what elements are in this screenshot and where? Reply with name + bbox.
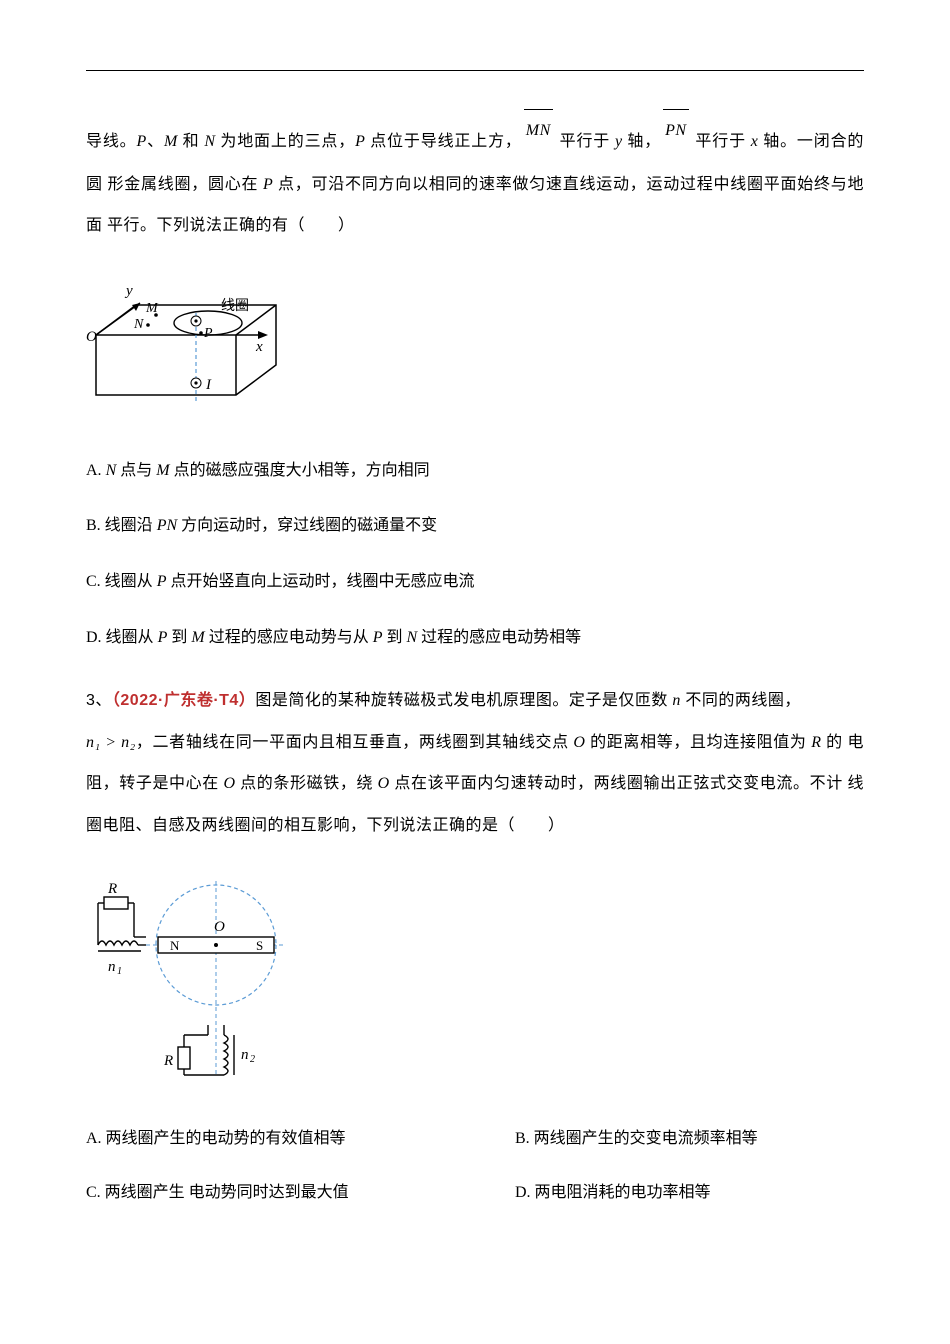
svg-text:P: P xyxy=(203,326,213,341)
svg-text:R: R xyxy=(163,1053,173,1069)
option-a: A. N 点与 M 点的磁感应强度大小相等，方向相同 xyxy=(86,458,864,484)
text: M xyxy=(156,462,169,479)
text: O xyxy=(224,775,236,792)
text: 形金属线圈，圆心在 xyxy=(108,176,263,193)
q2-options: A. N 点与 M 点的磁感应强度大小相等，方向相同 B. 线圈沿 PN 方向运… xyxy=(86,458,864,650)
svg-text:N: N xyxy=(133,317,144,332)
svg-text:y: y xyxy=(124,283,133,299)
text: P xyxy=(263,176,273,193)
svg-text:2: 2 xyxy=(250,1054,255,1065)
text: R xyxy=(811,734,821,751)
text: P xyxy=(157,573,167,590)
q3-options: A. 两线圈产生的电动势的有效值相等 B. 两线圈产生的交变电流频率相等 C. … xyxy=(86,1124,864,1202)
text: n xyxy=(672,692,681,709)
text: B. 线圈沿 xyxy=(86,517,157,534)
text: M xyxy=(191,629,204,646)
text: 过程的感应电动势相等 xyxy=(417,629,581,646)
q2-stem: 导线。P、M 和 N 为地面上的三点，P 点位于导线正上方，MN 平行于 y 轴… xyxy=(86,121,864,247)
text: 到 xyxy=(382,629,406,646)
option-c: C. 两线圈产生 电动势同时达到最大值 xyxy=(86,1178,435,1202)
text: 点的磁感应强度大小相等，方向相同 xyxy=(170,462,430,479)
q3-figure: N S O R n 1 R xyxy=(86,875,864,1090)
svg-text:O: O xyxy=(86,329,97,345)
svg-text:n: n xyxy=(241,1047,249,1063)
text: 点与 xyxy=(116,462,156,479)
text: 和 xyxy=(178,133,205,150)
svg-text:N: N xyxy=(170,938,180,953)
text: 导线。 xyxy=(86,133,137,150)
q3-stem: 3、（2022·广东卷·T4）图是简化的某种旋转磁极式发电机原理图。定子是仅匝数… xyxy=(86,680,864,722)
text: 点在该平面内匀速转动时，两线圈输出正弦式交变电流。不计 xyxy=(390,775,843,792)
svg-text:M: M xyxy=(145,301,159,316)
svg-text:S: S xyxy=(256,938,263,953)
text: 为地面上的三点， xyxy=(216,133,356,150)
text: M xyxy=(164,133,178,150)
text: 点的条形磁铁，绕 xyxy=(236,775,378,792)
mn-overline: MN xyxy=(524,109,553,152)
svg-text:1: 1 xyxy=(117,966,122,977)
text: N xyxy=(407,629,418,646)
text: A. xyxy=(86,462,106,479)
option-d: D. 线圈从 P 到 M 过程的感应电动势与从 P 到 N 过程的感应电动势相等 xyxy=(86,625,864,651)
text: y xyxy=(615,133,623,150)
option-c: C. 线圈从 P 点开始竖直向上运动时，线圈中无感应电流 xyxy=(86,569,864,595)
text: 不同的两线圈， xyxy=(681,692,801,709)
svg-text:O: O xyxy=(214,919,225,935)
inequality: n₁ > n₂ xyxy=(86,734,136,751)
text: 平行于 xyxy=(555,133,615,150)
text: PN xyxy=(157,517,177,534)
text: 、 xyxy=(147,133,164,150)
q2-figure: y x O M N P I 线圈 xyxy=(86,275,864,430)
text: O xyxy=(378,775,390,792)
top-rule xyxy=(86,70,864,71)
text: N xyxy=(204,133,215,150)
text: P xyxy=(355,133,365,150)
option-d: D. 两电阻消耗的电功率相等 xyxy=(515,1178,864,1202)
text: P xyxy=(158,629,168,646)
text: O xyxy=(573,734,585,751)
text: 点位于导线正上方， xyxy=(365,133,521,150)
q3-number: 3、 xyxy=(86,692,112,709)
option-b: B. 线圈沿 PN 方向运动时，穿过线圈的磁通量不变 xyxy=(86,513,864,539)
q3-source: （2022·广东卷·T4） xyxy=(112,692,255,709)
svg-text:I: I xyxy=(205,377,212,393)
text: N xyxy=(106,462,117,479)
text: 过程的感应电动势与从 xyxy=(205,629,373,646)
text: 平行。下列说法正确的有（ ） xyxy=(107,217,355,234)
option-a: A. 两线圈产生的电动势的有效值相等 xyxy=(86,1124,435,1148)
option-b: B. 两线圈产生的交变电流频率相等 xyxy=(515,1124,864,1148)
text: 的 xyxy=(822,734,843,751)
svg-text:x: x xyxy=(255,339,263,355)
text: 图是简化的某种旋转磁极式发电机原理图。定子是仅匝数 xyxy=(255,692,672,709)
pn-overline: PN xyxy=(663,109,688,152)
svg-text:n: n xyxy=(108,959,116,975)
text: 平行于 xyxy=(691,133,751,150)
svg-text:线圈: 线圈 xyxy=(221,298,249,314)
text: 方向运动时，穿过线圈的磁通量不变 xyxy=(177,517,437,534)
text: 的距离相等，且均连接阻值为 xyxy=(585,734,811,751)
text: C. 线圈从 xyxy=(86,573,157,590)
text: P xyxy=(137,133,147,150)
text: ，二者轴线在同一平面内且相互垂直，两线圈到其轴线交点 xyxy=(136,734,574,751)
text: 到 xyxy=(167,629,191,646)
text: 轴， xyxy=(623,133,662,150)
text: 点开始竖直向上运动时，线圈中无感应电流 xyxy=(166,573,474,590)
svg-text:R: R xyxy=(107,881,117,897)
q3-stem-2: n₁ > n₂，二者轴线在同一平面内且相互垂直，两线圈到其轴线交点 O 的距离相… xyxy=(86,722,864,847)
text: D. 线圈从 xyxy=(86,629,158,646)
